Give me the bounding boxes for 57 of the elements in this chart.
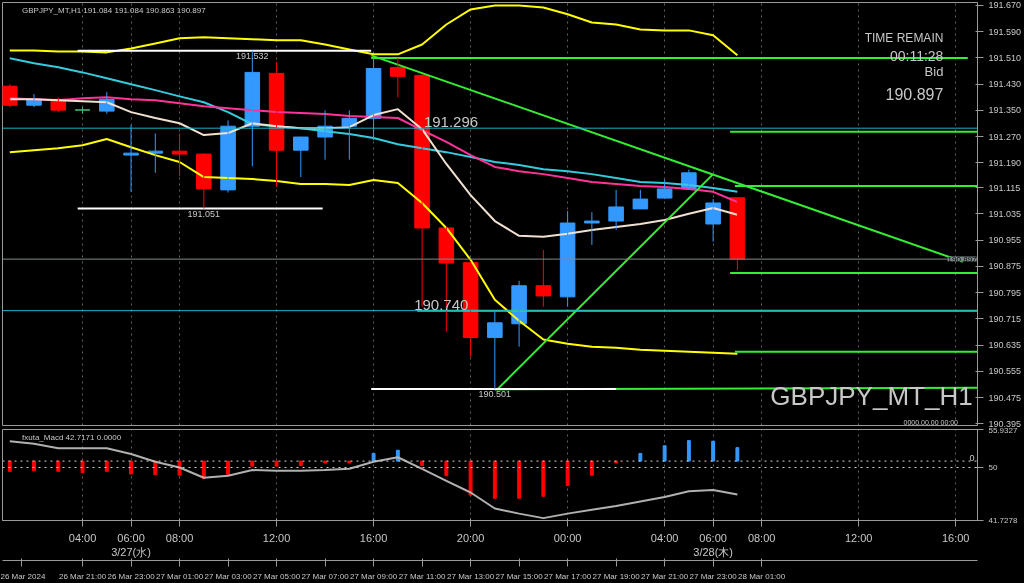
- x2-tick-label: 27 Mar 17:00: [544, 571, 592, 581]
- x-tick-label: 04:00: [650, 531, 679, 544]
- x-tick-label: 16:00: [941, 531, 970, 544]
- x-tick-label: 12:00: [844, 531, 873, 544]
- y-tick-label: 190.715: [988, 313, 1022, 324]
- annotation: 191.051: [187, 208, 221, 219]
- annotation: Bid: [924, 63, 944, 79]
- y-tick-label: 190.635: [988, 340, 1022, 351]
- y-tick-label: 191.670: [988, 0, 1022, 11]
- x-tick-label: 08:00: [747, 531, 776, 544]
- ref-line-label: 190.897: [947, 254, 978, 264]
- y-tick-label: 191.350: [988, 105, 1022, 116]
- x2-tick-label: 27 Mar 21:00: [641, 571, 689, 581]
- x2-tick-label: 27 Mar 05:00: [253, 571, 301, 581]
- x-tick-label: 12:00: [262, 531, 291, 544]
- x-tick-label: 08:00: [165, 531, 194, 544]
- x2-tick-label: 27 Mar 15:00: [495, 571, 544, 581]
- x2-tick-label: 27 Mar 01:00: [155, 571, 204, 581]
- x-tick-label: 06:00 3/27(水): [111, 531, 151, 558]
- annotation: 0: [969, 452, 975, 463]
- y-tick-label: 41.7278: [988, 516, 1018, 525]
- y-tick-label: 190.875: [988, 261, 1022, 272]
- chart-title: fxuta_Macd 42.7171 0.0000: [22, 432, 122, 442]
- x2-tick-label: 28 Mar 01:00: [738, 571, 786, 581]
- annotation: TIME REMAIN: [864, 30, 944, 45]
- annotation: 190.897: [885, 85, 944, 103]
- x2-tick-label: 27 Mar 03:00: [204, 571, 253, 581]
- chart-title: GBPJPY_MT,H1 191.084 191.084 190.863 190.897: [22, 5, 207, 15]
- y-tick-label: 191.430: [988, 79, 1022, 90]
- annotation: GBPJPY_MT_H1: [770, 380, 973, 411]
- x2-tick-label: 26 Mar 23:00: [107, 571, 156, 581]
- y-tick-label: 190.955: [988, 235, 1022, 246]
- y-tick-label: 190.395: [988, 418, 1022, 429]
- x-tick-label: 20:00: [456, 531, 485, 544]
- y-tick-label: 190.475: [988, 392, 1022, 403]
- x2-tick-label: 26 Mar 21:00: [58, 571, 107, 581]
- y-tick-label: 190.555: [988, 366, 1022, 377]
- x2-tick-label: 27 Mar 13:00: [447, 571, 495, 581]
- x-tick-label: 04:00: [68, 531, 97, 544]
- x-tick-label: 06:00 3/28(木): [693, 531, 734, 558]
- y-tick-label: 191.115: [988, 182, 1021, 193]
- annotation: 190.501: [478, 389, 512, 400]
- x2-tick-label: 27 Mar 19:00: [592, 571, 641, 581]
- x2-tick-label: 27 Mar 07:00: [301, 571, 350, 581]
- x2-tick-label: 27 Mar 11:00: [398, 571, 446, 581]
- y-tick-label: 50: [988, 463, 998, 473]
- x2-tick-label: 26 Mar 2024: [0, 571, 46, 581]
- y-tick-label: 191.590: [988, 26, 1022, 37]
- x-tick-label: 16:00: [359, 531, 388, 544]
- y-tick-label: 191.035: [988, 208, 1022, 219]
- x2-tick-label: 27 Mar 09:00: [350, 571, 398, 581]
- x2-tick-label: 27 Mar 23:00: [689, 571, 738, 581]
- y-tick-label: 191.190: [988, 157, 1022, 168]
- y-tick-label: 191.510: [988, 52, 1022, 63]
- x-tick-label: 00:00: [553, 531, 582, 544]
- y-tick-label: 190.795: [988, 287, 1022, 298]
- y-tick-label: 191.270: [988, 131, 1022, 142]
